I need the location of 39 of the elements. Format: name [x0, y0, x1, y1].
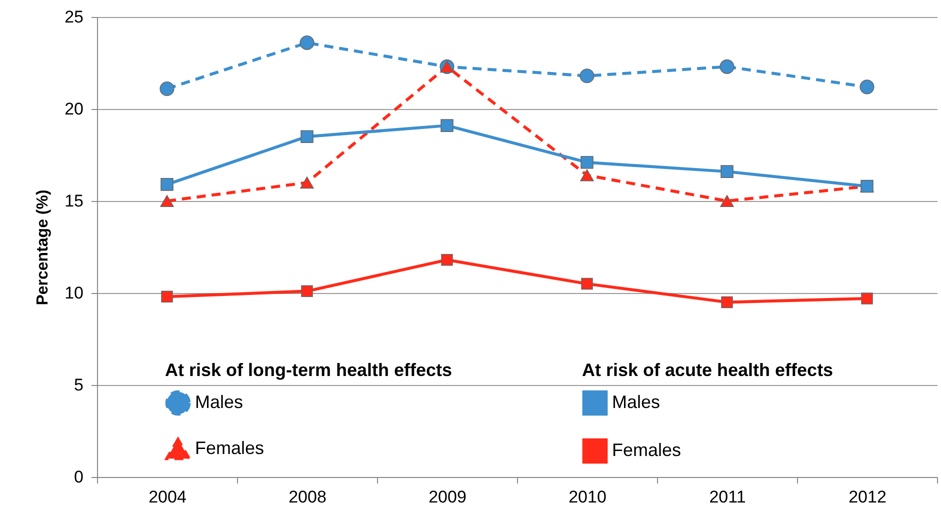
point	[440, 119, 454, 132]
legend-label: Males	[195, 392, 244, 412]
point	[580, 68, 594, 84]
point	[160, 195, 174, 207]
y-tick-label: 5	[74, 376, 84, 394]
point	[300, 130, 314, 143]
point	[580, 156, 594, 169]
point	[580, 169, 594, 182]
point	[721, 296, 733, 308]
point	[720, 195, 734, 207]
x-tick-label: 2012	[848, 488, 886, 506]
x-tick-label: 2004	[148, 488, 186, 506]
y-tick-label: 10	[64, 284, 84, 302]
point	[160, 81, 174, 96]
point	[300, 35, 314, 50]
text: At risk of acute health effects	[582, 360, 834, 380]
point	[300, 176, 314, 189]
point	[861, 292, 873, 304]
x-tick-label: 2008	[288, 488, 326, 506]
y-tick-label: 25	[64, 8, 84, 26]
y-tick-label: 20	[64, 100, 84, 118]
y-axis-title: Percentage (%)	[34, 190, 52, 306]
point	[161, 290, 173, 303]
point	[581, 278, 593, 290]
point	[160, 178, 174, 191]
legend-label: Females	[195, 438, 264, 458]
text: At risk of long-term health effects	[165, 360, 452, 380]
x-tick-label: 2011	[709, 488, 746, 506]
point	[441, 254, 453, 266]
point	[720, 165, 734, 178]
legend-label: Males	[612, 392, 660, 412]
y-tick-label: 0	[74, 468, 84, 486]
x-tick-label: 2009	[428, 488, 466, 506]
point	[720, 59, 734, 74]
legend-label: Females	[612, 440, 682, 460]
point	[860, 80, 874, 94]
y-tick-label: 15	[64, 192, 84, 210]
x-tick-label: 2010	[568, 488, 606, 506]
point	[301, 285, 313, 298]
